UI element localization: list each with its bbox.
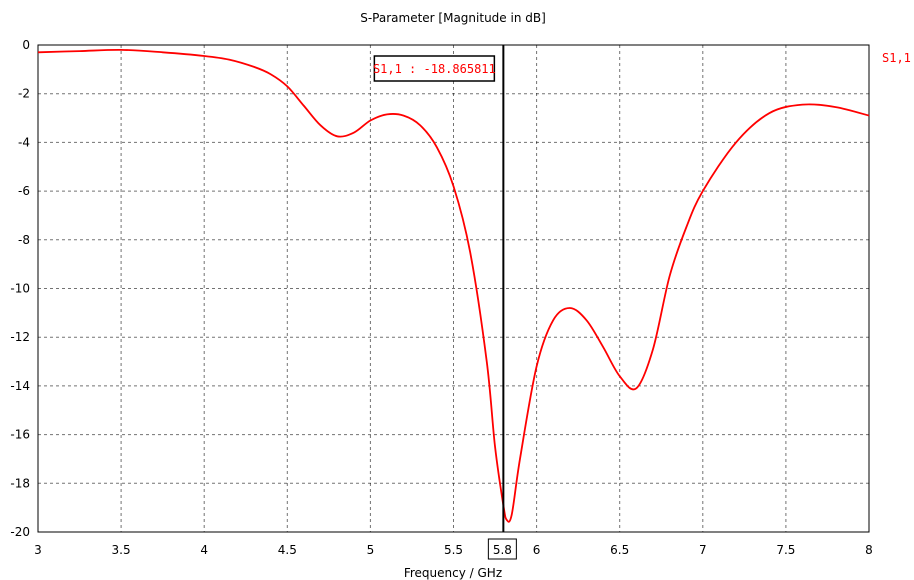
x-tick-label: 6 <box>533 543 541 557</box>
legend-item-s11: S1,1 <box>882 51 911 65</box>
x-tick-label: 3.5 <box>112 543 131 557</box>
series-layer <box>37 48 870 523</box>
x-tick-label: 3 <box>34 543 42 557</box>
y-tick-label: -18 <box>10 476 30 490</box>
y-tick-label: -6 <box>18 184 30 198</box>
marker-x-label: 5.8 <box>493 543 512 557</box>
y-tick-label: -2 <box>18 87 30 101</box>
y-tick-label: -12 <box>10 330 30 344</box>
x-tick-label: 7.5 <box>776 543 795 557</box>
y-tick-label: -20 <box>10 525 30 539</box>
plot-frame <box>37 44 870 533</box>
marker-value-box <box>373 55 496 82</box>
marker-value-label: S1,1 : -18.865811 <box>373 62 496 76</box>
grid-lines <box>38 45 869 532</box>
y-tick-label: -8 <box>18 233 30 247</box>
y-tick-label: -4 <box>18 135 30 149</box>
chart-title: S-Parameter [Magnitude in dB] <box>360 11 546 25</box>
x-axis-label: Frequency / GHz <box>404 566 502 580</box>
marker-layer[interactable]: S1,1 : -18.865811 5.8 <box>373 45 517 560</box>
y-tick-label: -10 <box>10 282 30 296</box>
x-tick-label: 7 <box>699 543 707 557</box>
x-tick-label: 5.5 <box>444 543 463 557</box>
x-tick-label: 4.5 <box>278 543 297 557</box>
x-tick-label: 8 <box>865 543 873 557</box>
x-tick-label: 6.5 <box>610 543 629 557</box>
axis-ticks: 3 3.5 4 4.5 5 5.5 6 6.5 7 7.5 8 0 -2 -4 -6 -8 -10 -12 -14 -… <box>10 38 872 557</box>
y-tick-label: -16 <box>10 428 30 442</box>
series-line-s11 <box>37 48 870 523</box>
x-tick-label: 4 <box>200 543 208 557</box>
x-tick-label: 5 <box>367 543 375 557</box>
y-tick-label: -14 <box>10 379 30 393</box>
y-tick-label: 0 <box>22 38 30 52</box>
marker-x-box <box>487 538 517 560</box>
